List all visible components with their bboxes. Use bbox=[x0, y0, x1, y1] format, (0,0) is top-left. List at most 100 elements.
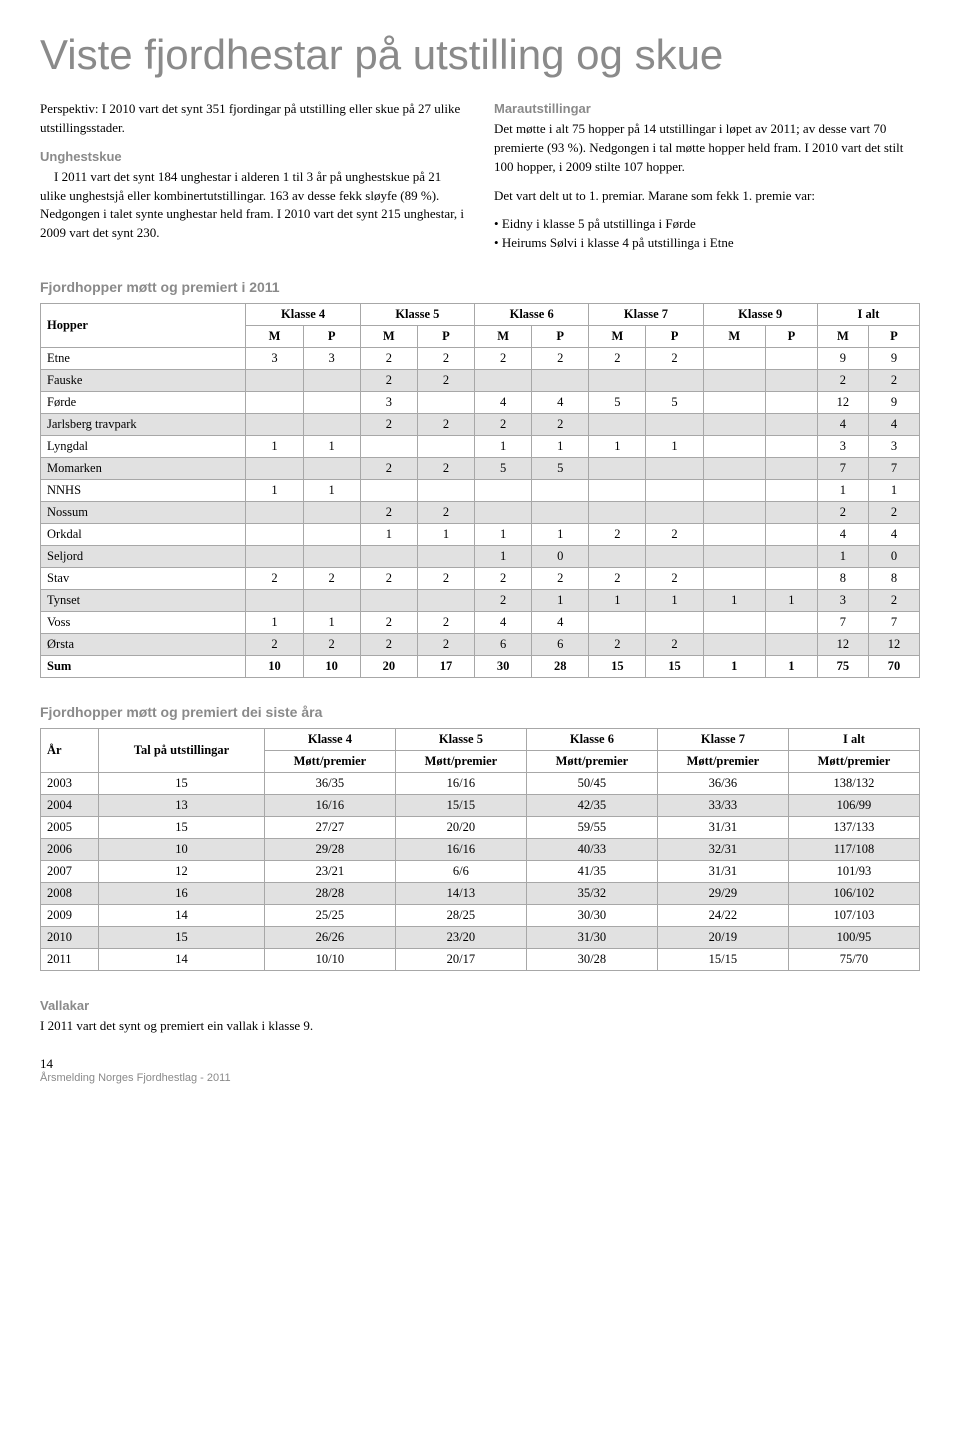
cell bbox=[246, 458, 303, 480]
cell: 3 bbox=[817, 436, 868, 458]
cell: 2 bbox=[817, 370, 868, 392]
table-row: 20051527/2720/2059/5531/31137/133 bbox=[41, 817, 920, 839]
cell bbox=[765, 634, 817, 656]
cell: 8 bbox=[817, 568, 868, 590]
cell bbox=[765, 546, 817, 568]
cell: 1 bbox=[532, 436, 589, 458]
cell: 2 bbox=[868, 590, 919, 612]
cell: 36/36 bbox=[657, 773, 788, 795]
cell bbox=[303, 370, 360, 392]
cell bbox=[646, 414, 703, 436]
right-p1: Det møtte i alt 75 hopper på 14 utstilli… bbox=[494, 120, 920, 177]
cell bbox=[303, 414, 360, 436]
row-label: 2006 bbox=[41, 839, 99, 861]
cell: 1 bbox=[532, 524, 589, 546]
left-column: Perspektiv: I 2010 vart det synt 351 fjo… bbox=[40, 100, 466, 253]
cell: 15 bbox=[99, 817, 265, 839]
cell: 75/70 bbox=[788, 949, 919, 971]
cell: 1 bbox=[703, 590, 765, 612]
cell: 1 bbox=[303, 436, 360, 458]
cell: 30/28 bbox=[526, 949, 657, 971]
footer-block: Vallakar I 2011 vart det synt og premier… bbox=[40, 997, 920, 1036]
cell: 2 bbox=[475, 590, 532, 612]
cell: 30/30 bbox=[526, 905, 657, 927]
cell: 2 bbox=[303, 568, 360, 590]
cell: 2 bbox=[868, 502, 919, 524]
cell: 13 bbox=[99, 795, 265, 817]
cell: 75 bbox=[817, 656, 868, 678]
cell bbox=[303, 524, 360, 546]
cell: 2 bbox=[417, 414, 474, 436]
table-row: 20061029/2816/1640/3332/31117/108 bbox=[41, 839, 920, 861]
cell: 3 bbox=[303, 348, 360, 370]
right-p2: Det vart delt ut to 1. premiar. Marane s… bbox=[494, 187, 920, 206]
cell bbox=[475, 370, 532, 392]
cell: 8 bbox=[868, 568, 919, 590]
th-mp: P bbox=[303, 326, 360, 348]
cell: 2 bbox=[646, 524, 703, 546]
row-label: Stav bbox=[41, 568, 246, 590]
cell: 35/32 bbox=[526, 883, 657, 905]
th-year: År bbox=[41, 729, 99, 773]
row-label: 2008 bbox=[41, 883, 99, 905]
cell: 2 bbox=[417, 568, 474, 590]
cell: 9 bbox=[817, 348, 868, 370]
left-p1: Perspektiv: I 2010 vart det synt 351 fjo… bbox=[40, 100, 466, 138]
cell bbox=[303, 590, 360, 612]
cell bbox=[303, 458, 360, 480]
table1-title: Fjordhopper møtt og premiert i 2011 bbox=[40, 279, 920, 295]
cell: 1 bbox=[765, 656, 817, 678]
cell: 1 bbox=[817, 480, 868, 502]
cell: 20/17 bbox=[395, 949, 526, 971]
cell: 2 bbox=[360, 370, 417, 392]
cell: 25/25 bbox=[264, 905, 395, 927]
page-number: 14 bbox=[40, 1056, 920, 1072]
cell bbox=[417, 480, 474, 502]
cell bbox=[246, 370, 303, 392]
table-row: Tynset21111132 bbox=[41, 590, 920, 612]
th-mp: P bbox=[868, 326, 919, 348]
th-k9: Klasse 9 bbox=[703, 304, 817, 326]
row-label: NNHS bbox=[41, 480, 246, 502]
cell: 41/35 bbox=[526, 861, 657, 883]
cell: 33/33 bbox=[657, 795, 788, 817]
th-mp: M bbox=[589, 326, 646, 348]
cell: 2 bbox=[360, 414, 417, 436]
footer-subhead: Vallakar bbox=[40, 997, 920, 1016]
cell bbox=[475, 502, 532, 524]
left-p2: I 2011 vart det synt 184 unghestar i ald… bbox=[40, 168, 466, 243]
cell: 27/27 bbox=[264, 817, 395, 839]
cell: 2 bbox=[475, 414, 532, 436]
cell: 3 bbox=[360, 392, 417, 414]
th-k5: Klasse 5 bbox=[395, 729, 526, 751]
cell: 2 bbox=[646, 568, 703, 590]
cell: 23/21 bbox=[264, 861, 395, 883]
cell: 30 bbox=[475, 656, 532, 678]
row-label: Orkdal bbox=[41, 524, 246, 546]
th-k7: Klasse 7 bbox=[657, 729, 788, 751]
cell bbox=[765, 414, 817, 436]
bullet-item: Heirums Sølvi i klasse 4 på utstillinga … bbox=[494, 234, 920, 253]
cell bbox=[360, 480, 417, 502]
cell bbox=[303, 392, 360, 414]
cell: 17 bbox=[417, 656, 474, 678]
th-mott: Møtt/premier bbox=[526, 751, 657, 773]
cell: 5 bbox=[475, 458, 532, 480]
cell bbox=[246, 392, 303, 414]
cell bbox=[646, 502, 703, 524]
cell: 2 bbox=[532, 568, 589, 590]
row-label: Voss bbox=[41, 612, 246, 634]
cell bbox=[303, 546, 360, 568]
th-mott: Møtt/premier bbox=[395, 751, 526, 773]
th-ialt: I alt bbox=[788, 729, 919, 751]
cell: 10 bbox=[303, 656, 360, 678]
cell: 100/95 bbox=[788, 927, 919, 949]
cell: 1 bbox=[589, 590, 646, 612]
cell: 2 bbox=[246, 634, 303, 656]
cell: 6 bbox=[532, 634, 589, 656]
cell: 1 bbox=[246, 612, 303, 634]
cell: 10 bbox=[246, 656, 303, 678]
cell bbox=[589, 458, 646, 480]
cell: 4 bbox=[475, 392, 532, 414]
cell: 2 bbox=[589, 348, 646, 370]
